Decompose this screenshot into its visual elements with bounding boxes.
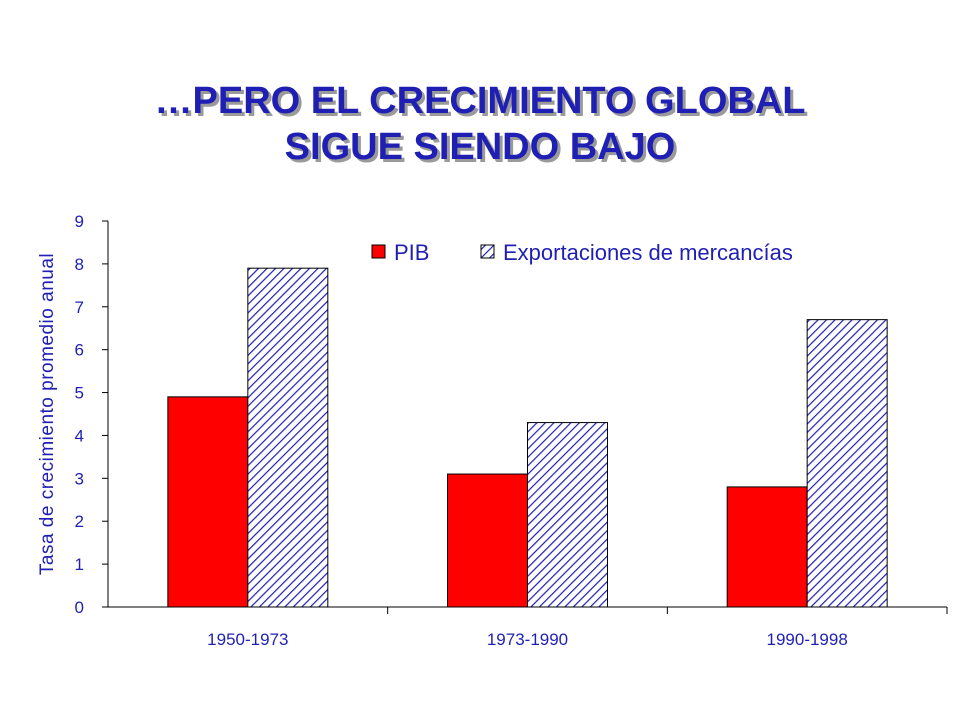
y-tick-label: 4	[75, 426, 84, 445]
x-tick-label: 1950-1973	[207, 630, 288, 649]
y-tick-label: 9	[75, 212, 84, 231]
bar-pib	[447, 473, 528, 608]
chart-axes: 0 1 2 3 4 5 6 7 8 9 Tasa de crecimiento promedio a…	[37, 212, 948, 649]
x-tick-label: 1990-1998	[767, 630, 848, 649]
y-tick-label: 0	[75, 598, 84, 617]
chart-legend: PIB Exportaciones de mercancías	[371, 240, 793, 265]
chart-bars	[167, 267, 888, 608]
legend-swatch-exportaciones	[480, 244, 495, 259]
bar-pib	[167, 396, 249, 608]
y-tick-label: 1	[75, 555, 84, 574]
bar-pib	[726, 486, 808, 608]
legend-label-pib: PIB	[394, 240, 429, 265]
slide-title: …PERO EL CRECIMIENTO GLOBAL SIGUE SIENDO…	[0, 78, 960, 170]
y-tick-label: 7	[75, 298, 84, 317]
title-line-1: …PERO EL CRECIMIENTO GLOBAL	[154, 80, 806, 122]
legend-label-exportaciones: Exportaciones de mercancías	[503, 240, 793, 265]
bar-exportaciones	[527, 422, 608, 608]
title-line-2: SIGUE SIENDO BAJO	[284, 126, 676, 168]
y-tick-label: 6	[75, 341, 84, 360]
y-tick-label: 3	[75, 469, 84, 488]
y-tick-label: 2	[75, 512, 84, 531]
y-tick-label: 5	[75, 384, 84, 403]
y-axis-title: Tasa de crecimiento promedio anual	[37, 253, 58, 575]
bar-exportaciones	[247, 267, 329, 608]
x-tick-label: 1973-1990	[487, 630, 568, 649]
y-tick-label: 8	[75, 255, 84, 274]
legend-swatch-pib	[371, 244, 386, 259]
legend-item-pib: PIB	[371, 240, 429, 265]
bar-exportaciones	[806, 319, 888, 608]
legend-item-exportaciones: Exportaciones de mercancías	[480, 240, 793, 265]
